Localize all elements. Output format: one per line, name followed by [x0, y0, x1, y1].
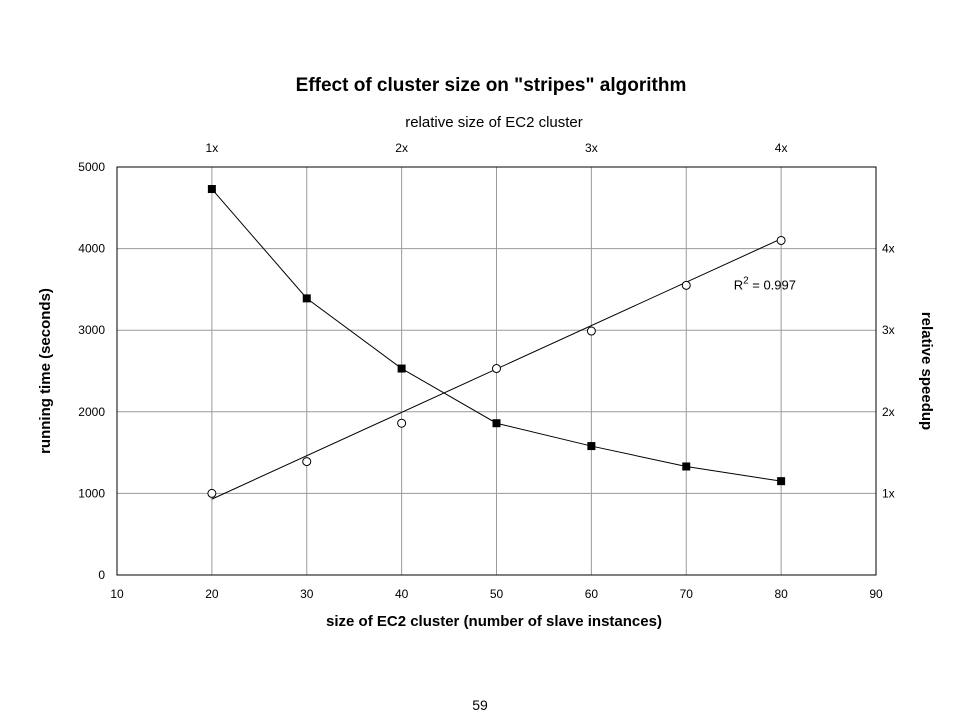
top-axis-title: relative size of EC2 cluster [405, 114, 583, 131]
running-time-point [682, 462, 691, 471]
top-tick-label: 3x [585, 141, 598, 155]
r-squared-annotation: R2 = 0.997 [734, 275, 796, 292]
running-time-point [302, 294, 311, 303]
speedup-point [207, 488, 217, 498]
x-tick-label: 70 [680, 587, 694, 601]
x-tick-label: 90 [869, 587, 883, 601]
running-time-point [207, 185, 216, 194]
x-tick-label: 60 [585, 587, 599, 601]
y-tick-label: 3000 [78, 323, 105, 337]
speedup-point [397, 418, 407, 428]
running-time-point [777, 477, 786, 486]
right-tick-label: 1x [882, 486, 895, 500]
y-tick-label: 5000 [78, 160, 105, 174]
right-axis-title: relative speedup [918, 312, 935, 430]
y-tick-label: 2000 [78, 405, 105, 419]
y-tick-label: 1000 [78, 486, 105, 500]
r-squared-base: R [734, 277, 743, 292]
speedup-point [681, 280, 691, 290]
running-time-point [492, 419, 501, 428]
running-time-point [587, 442, 596, 451]
running-time-point [397, 364, 406, 373]
right-tick-label: 3x [882, 323, 895, 337]
x-tick-label: 40 [395, 587, 409, 601]
series-layer [207, 185, 786, 500]
x-tick-label: 80 [774, 587, 788, 601]
chart-title: Effect of cluster size on "stripes" algo… [296, 75, 687, 96]
x-tick-label: 10 [110, 587, 124, 601]
grid [117, 167, 876, 575]
x-tick-label: 20 [205, 587, 219, 601]
x-axis-title: size of EC2 cluster (number of slave ins… [326, 613, 662, 630]
top-tick-label: 1x [206, 141, 219, 155]
right-tick-label: 4x [882, 242, 895, 256]
right-tick-label: 2x [882, 405, 895, 419]
r-squared-superscript: 2 [743, 275, 749, 286]
speedup-point [302, 457, 312, 467]
x-tick-label: 30 [300, 587, 314, 601]
top-tick-label: 4x [775, 141, 788, 155]
top-tick-label: 2x [395, 141, 408, 155]
speedup-point [586, 326, 596, 336]
y-tick-label: 0 [98, 568, 105, 582]
y-axis-title: running time (seconds) [37, 288, 54, 454]
plot-frame [116, 166, 877, 576]
x-tick-label: 50 [490, 587, 504, 601]
r-squared-value: = 0.997 [749, 277, 796, 292]
page-number: 59 [472, 697, 488, 713]
speedup-point [776, 235, 786, 245]
tick-labels: 10 20 30 40 50 60 70 80 90 0 1000 2000 3000 4000 5000 1… [78, 141, 894, 601]
y-tick-label: 4000 [78, 242, 105, 256]
speedup-point [492, 364, 501, 374]
